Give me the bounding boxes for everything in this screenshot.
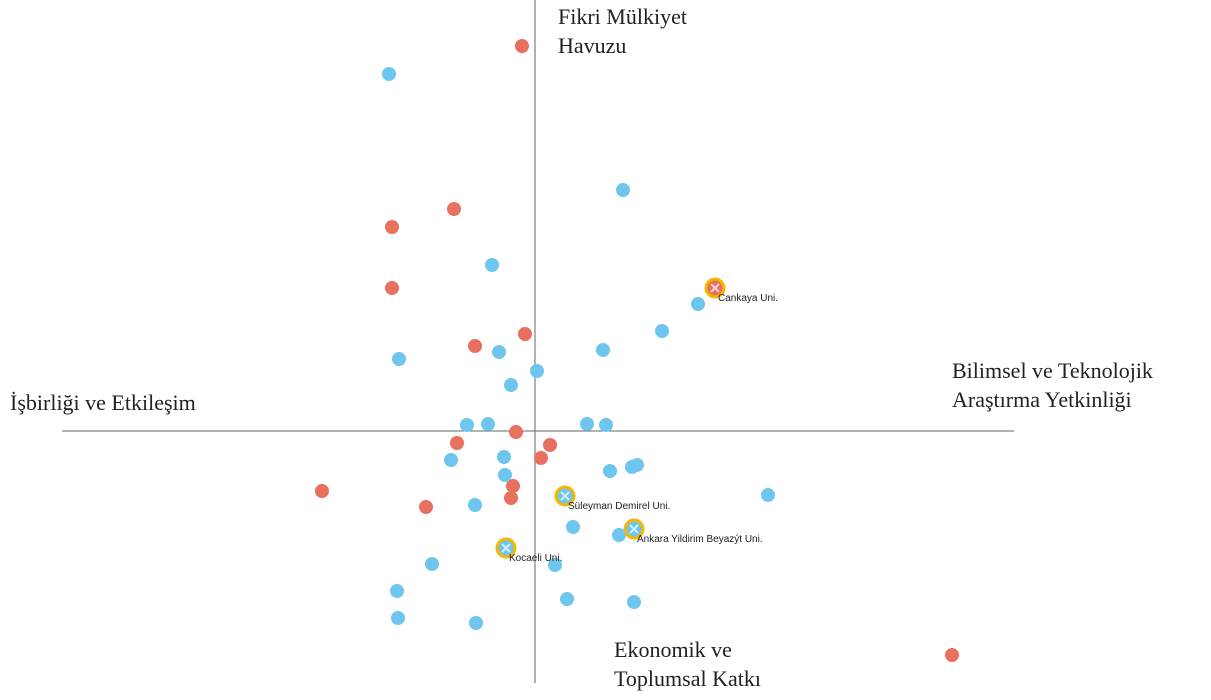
highlight-label: Cankaya Uni. [718, 293, 778, 304]
highlight-label: Kocaeli Uni. [509, 553, 562, 564]
point [691, 297, 705, 311]
point [515, 39, 529, 53]
point [543, 438, 557, 452]
highlight-cross [560, 491, 570, 501]
point [627, 595, 641, 609]
point [630, 458, 644, 472]
point [761, 488, 775, 502]
axis-label: Fikri Mülkiyet [558, 4, 687, 29]
point [560, 592, 574, 606]
point [492, 345, 506, 359]
point [392, 352, 406, 366]
point [616, 183, 630, 197]
point [603, 464, 617, 478]
point [612, 528, 626, 542]
point [460, 418, 474, 432]
point [481, 417, 495, 431]
point [450, 436, 464, 450]
point [419, 500, 433, 514]
point [504, 491, 518, 505]
highlight-cross [501, 543, 511, 553]
point [504, 378, 518, 392]
point [498, 468, 512, 482]
point [385, 281, 399, 295]
point [534, 451, 548, 465]
point [425, 557, 439, 571]
point [382, 67, 396, 81]
point [468, 498, 482, 512]
highlight-cross [710, 283, 720, 293]
point [655, 324, 669, 338]
point [385, 220, 399, 234]
point [518, 327, 532, 341]
point [485, 258, 499, 272]
point [315, 484, 329, 498]
point [506, 479, 520, 493]
highlight-label: Ankara Yildirim Beyazýt Uni. [637, 534, 763, 545]
point [444, 453, 458, 467]
point [599, 418, 613, 432]
point [497, 450, 511, 464]
point [530, 364, 544, 378]
axis-label: Havuzu [558, 33, 626, 58]
point [548, 558, 562, 572]
point [509, 425, 523, 439]
axis-label: Araştırma Yetkinliği [952, 387, 1132, 412]
point [580, 417, 594, 431]
highlight-label: Süleyman Demirel Uni. [568, 501, 670, 512]
point [391, 611, 405, 625]
point [945, 648, 959, 662]
point [468, 339, 482, 353]
point [390, 584, 404, 598]
highlight-cross [629, 524, 639, 534]
point [596, 343, 610, 357]
axis-label: Bilimsel ve Teknolojik [952, 358, 1153, 383]
point [469, 616, 483, 630]
axis-label: Ekonomik ve [614, 637, 732, 662]
point [447, 202, 461, 216]
axis-label: Toplumsal Katkı [614, 666, 761, 691]
point [566, 520, 580, 534]
axis-label: İşbirliği ve Etkileşim [10, 390, 196, 415]
